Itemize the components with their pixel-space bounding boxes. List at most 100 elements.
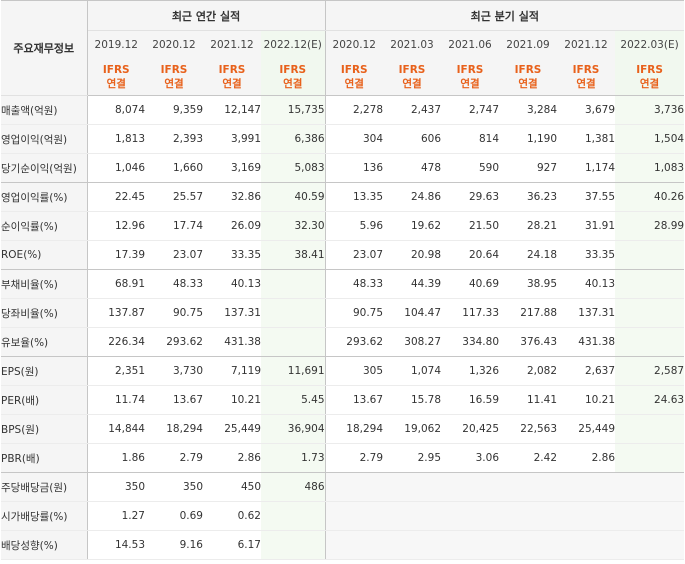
- empty-quarter-cell: [557, 501, 616, 531]
- quarter-value-cell: 3,679: [557, 95, 616, 125]
- ifrs-label: IFRS: [279, 63, 307, 76]
- quarter-value-cell: 40.69: [441, 269, 500, 299]
- annual-period-header: 2021.12: [203, 30, 261, 58]
- row-label: 당기순이익(억원): [1, 153, 88, 183]
- quarter-value-cell: 90.75: [324, 298, 384, 328]
- quarter-value-cell: 48.33: [324, 269, 384, 299]
- annual-ifrs-header: IFRS 연결: [261, 58, 326, 96]
- quarter-value-cell: [615, 269, 685, 299]
- table-row: 당기순이익(억원) 1,046 1,660 3,169 5,083 136 478 590 92…: [1, 153, 685, 183]
- consolidated-label: 연결: [518, 77, 538, 90]
- quarter-value-cell: 29.63: [441, 182, 500, 212]
- consolidated-label: 연결: [283, 77, 303, 90]
- annual-value-cell: 40.59: [261, 182, 326, 212]
- table-row: 유보율(%) 226.34 293.62 431.38 293.62 308.27 334.…: [1, 327, 685, 357]
- quarter-value-cell: 2.42: [499, 443, 558, 473]
- quarter-ifrs-header: IFRS 연결: [615, 58, 685, 96]
- table-row: 배당성향(%) 14.53 9.16 6.17: [1, 530, 685, 560]
- quarter-value-cell: 23.07: [324, 240, 384, 270]
- annual-period-header: 2022.12(E): [261, 30, 326, 58]
- annual-value-cell: 1,660: [145, 153, 203, 183]
- consolidated-label: 연결: [639, 77, 660, 90]
- quarter-value-cell: 1,190: [499, 124, 558, 154]
- empty-quarter-cell: [383, 472, 442, 502]
- quarter-value-cell: 137.31: [557, 298, 616, 328]
- table-row: 영업이익률(%) 22.45 25.57 32.86 40.59 13.35 24.86 29…: [1, 182, 685, 212]
- quarter-value-cell: 11.41: [499, 385, 558, 415]
- quarter-ifrs-header: IFRS 연결: [441, 58, 500, 96]
- ifrs-label: IFRS: [514, 63, 542, 76]
- annual-value-cell: 12.96: [87, 211, 145, 241]
- quarter-value-cell: 104.47: [383, 298, 442, 328]
- quarter-value-cell: 40.26: [615, 182, 685, 212]
- quarter-value-cell: 37.55: [557, 182, 616, 212]
- row-label: 영업이익(억원): [1, 124, 88, 154]
- annual-value-cell: 5.45: [261, 385, 326, 415]
- annual-value-cell: 14.53: [87, 530, 145, 560]
- quarter-value-cell: 304: [324, 124, 384, 154]
- empty-quarter-cell: [324, 501, 384, 531]
- quarter-value-cell: 19,062: [383, 414, 442, 444]
- table-row: 당좌비율(%) 137.87 90.75 137.31 90.75 104.47 117.3…: [1, 298, 685, 328]
- annual-value-cell: 2,351: [87, 356, 145, 386]
- empty-quarter-cell: [499, 472, 558, 502]
- consolidated-label: 연결: [106, 77, 126, 90]
- quarter-value-cell: 21.50: [441, 211, 500, 241]
- table-row: PBR(배) 1.86 2.79 2.86 1.73 2.79 2.95 3.06 2.42 2.…: [1, 443, 685, 473]
- annual-value-cell: 90.75: [145, 298, 203, 328]
- quarter-value-cell: 1,074: [383, 356, 442, 386]
- quarter-value-cell: 20,425: [441, 414, 500, 444]
- quarter-value-cell: 28.99: [615, 211, 685, 241]
- annual-value-cell: 1.27: [87, 501, 145, 531]
- annual-period-header: 2019.12: [87, 30, 145, 58]
- empty-quarter-cell: [557, 530, 616, 560]
- quarter-value-cell: 3.06: [441, 443, 500, 473]
- quarter-value-cell: 305: [324, 356, 384, 386]
- annual-value-cell: 486: [261, 472, 326, 502]
- annual-value-cell: 6,386: [261, 124, 326, 154]
- row-label: 시가배당률(%): [1, 501, 88, 531]
- empty-quarter-cell: [557, 472, 616, 502]
- empty-quarter-cell: [499, 501, 558, 531]
- annual-value-cell: 23.07: [145, 240, 203, 270]
- annual-value-cell: 25,449: [203, 414, 261, 444]
- annual-value-cell: 12,147: [203, 95, 261, 125]
- quarter-value-cell: 2,587: [615, 356, 685, 386]
- annual-value-cell: 48.33: [145, 269, 203, 299]
- quarter-value-cell: 376.43: [499, 327, 558, 357]
- row-label: 배당성향(%): [1, 530, 88, 560]
- quarter-value-cell: 1,504: [615, 124, 685, 154]
- annual-section-header: 최근 연간 실적: [87, 0, 326, 31]
- table-row: BPS(원) 14,844 18,294 25,449 36,904 18,294 19,0…: [1, 414, 685, 444]
- annual-value-cell: 450: [203, 472, 261, 502]
- annual-value-cell: 9,359: [145, 95, 203, 125]
- annual-value-cell: 3,991: [203, 124, 261, 154]
- annual-value-cell: 1,813: [87, 124, 145, 154]
- table-body: 매출액(억원) 8,074 9,359 12,147 15,735 2,278 2,437 2…: [1, 95, 685, 560]
- annual-value-cell: [261, 501, 326, 531]
- quarter-value-cell: 16.59: [441, 385, 500, 415]
- empty-quarter-cell: [615, 501, 685, 531]
- quarter-value-cell: 431.38: [557, 327, 616, 357]
- annual-value-cell: 5,083: [261, 153, 326, 183]
- quarter-period-header: 2021.06: [441, 30, 500, 58]
- quarter-value-cell: 3,284: [499, 95, 558, 125]
- annual-value-cell: 11.74: [87, 385, 145, 415]
- quarter-value-cell: 1,083: [615, 153, 685, 183]
- row-label: 매출액(억원): [1, 95, 88, 125]
- empty-quarter-cell: [324, 530, 384, 560]
- empty-quarter-cell: [441, 530, 500, 560]
- row-label: 당좌비율(%): [1, 298, 88, 328]
- annual-value-cell: 2.86: [203, 443, 261, 473]
- quarter-section-header: 최근 분기 실적: [324, 0, 685, 31]
- quarter-value-cell: 293.62: [324, 327, 384, 357]
- quarter-value-cell: 927: [499, 153, 558, 183]
- annual-value-cell: 36,904: [261, 414, 326, 444]
- row-label: 부채비율(%): [1, 269, 88, 299]
- quarter-value-cell: 2,637: [557, 356, 616, 386]
- annual-value-cell: 2,393: [145, 124, 203, 154]
- ifrs-label: IFRS: [572, 63, 600, 76]
- quarter-value-cell: [615, 443, 685, 473]
- quarter-value-cell: 2.86: [557, 443, 616, 473]
- table-row: 시가배당률(%) 1.27 0.69 0.62: [1, 501, 685, 531]
